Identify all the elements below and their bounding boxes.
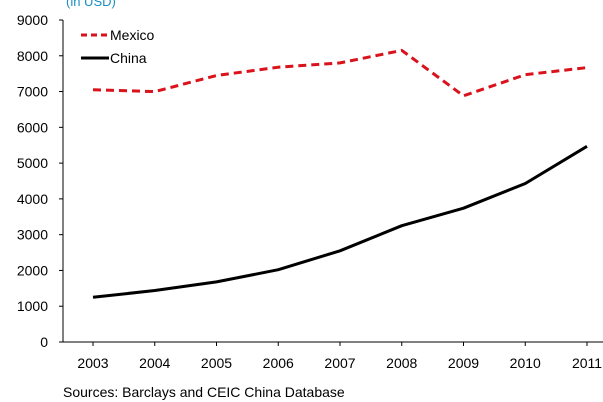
x-tick-label: 2004 <box>139 355 170 371</box>
x-tick-label: 2006 <box>263 355 294 371</box>
series-line-mexico <box>92 48 588 98</box>
y-tick-label: 8000 <box>17 48 48 64</box>
x-tick-label: 2010 <box>510 355 541 371</box>
data-point-mexico <box>524 73 527 76</box>
data-point-mexico <box>215 74 218 77</box>
data-point-china <box>153 289 156 292</box>
data-point-mexico <box>586 66 589 69</box>
data-point-china <box>586 145 589 148</box>
y-tick-label: 9000 <box>17 12 48 28</box>
series-lines <box>92 48 589 299</box>
y-tick-label: 0 <box>40 334 48 350</box>
y-tick-label: 2000 <box>17 262 48 278</box>
data-point-china <box>462 207 465 210</box>
data-point-china <box>524 182 527 185</box>
x-tick-label: 2011 <box>572 355 602 371</box>
data-point-china <box>92 296 95 299</box>
data-point-china <box>215 280 218 283</box>
series-line-china <box>92 145 588 299</box>
y-tick-label: 7000 <box>17 84 48 100</box>
data-point-mexico <box>400 49 403 52</box>
y-tick-label: 4000 <box>17 191 48 207</box>
y-tick-labels: 0 1000 2000 3000 4000 5000 6000 7000 8000 9000 <box>17 12 63 350</box>
data-point-china <box>339 249 342 252</box>
x-tick-label: 2009 <box>448 355 479 371</box>
x-tick-labels: 2003 2004 2005 2006 2007 2008 2009 2010 2011 <box>77 342 602 371</box>
y-tick-label: 1000 <box>17 298 48 314</box>
data-point-china <box>400 224 403 227</box>
data-point-mexico <box>153 90 156 93</box>
y-tick-label: 3000 <box>17 227 48 243</box>
legend-label-china: China <box>110 50 147 66</box>
source-note: Sources: Barclays and CEIC China Databas… <box>63 384 345 400</box>
legend-label-mexico: Mexico <box>110 27 155 43</box>
y-tick-label: 6000 <box>17 119 48 135</box>
data-point-mexico <box>339 61 342 64</box>
legend: Mexico China <box>81 27 155 66</box>
x-tick-label: 2007 <box>324 355 355 371</box>
unit-label: (in USD) <box>66 0 116 9</box>
data-point-china <box>277 268 280 271</box>
data-point-mexico <box>277 66 280 69</box>
x-tick-label: 2003 <box>77 355 108 371</box>
data-point-mexico <box>462 94 465 97</box>
x-tick-label: 2008 <box>386 355 417 371</box>
x-tick-label: 2005 <box>201 355 232 371</box>
data-point-mexico <box>92 88 95 91</box>
y-tick-label: 5000 <box>17 155 48 171</box>
